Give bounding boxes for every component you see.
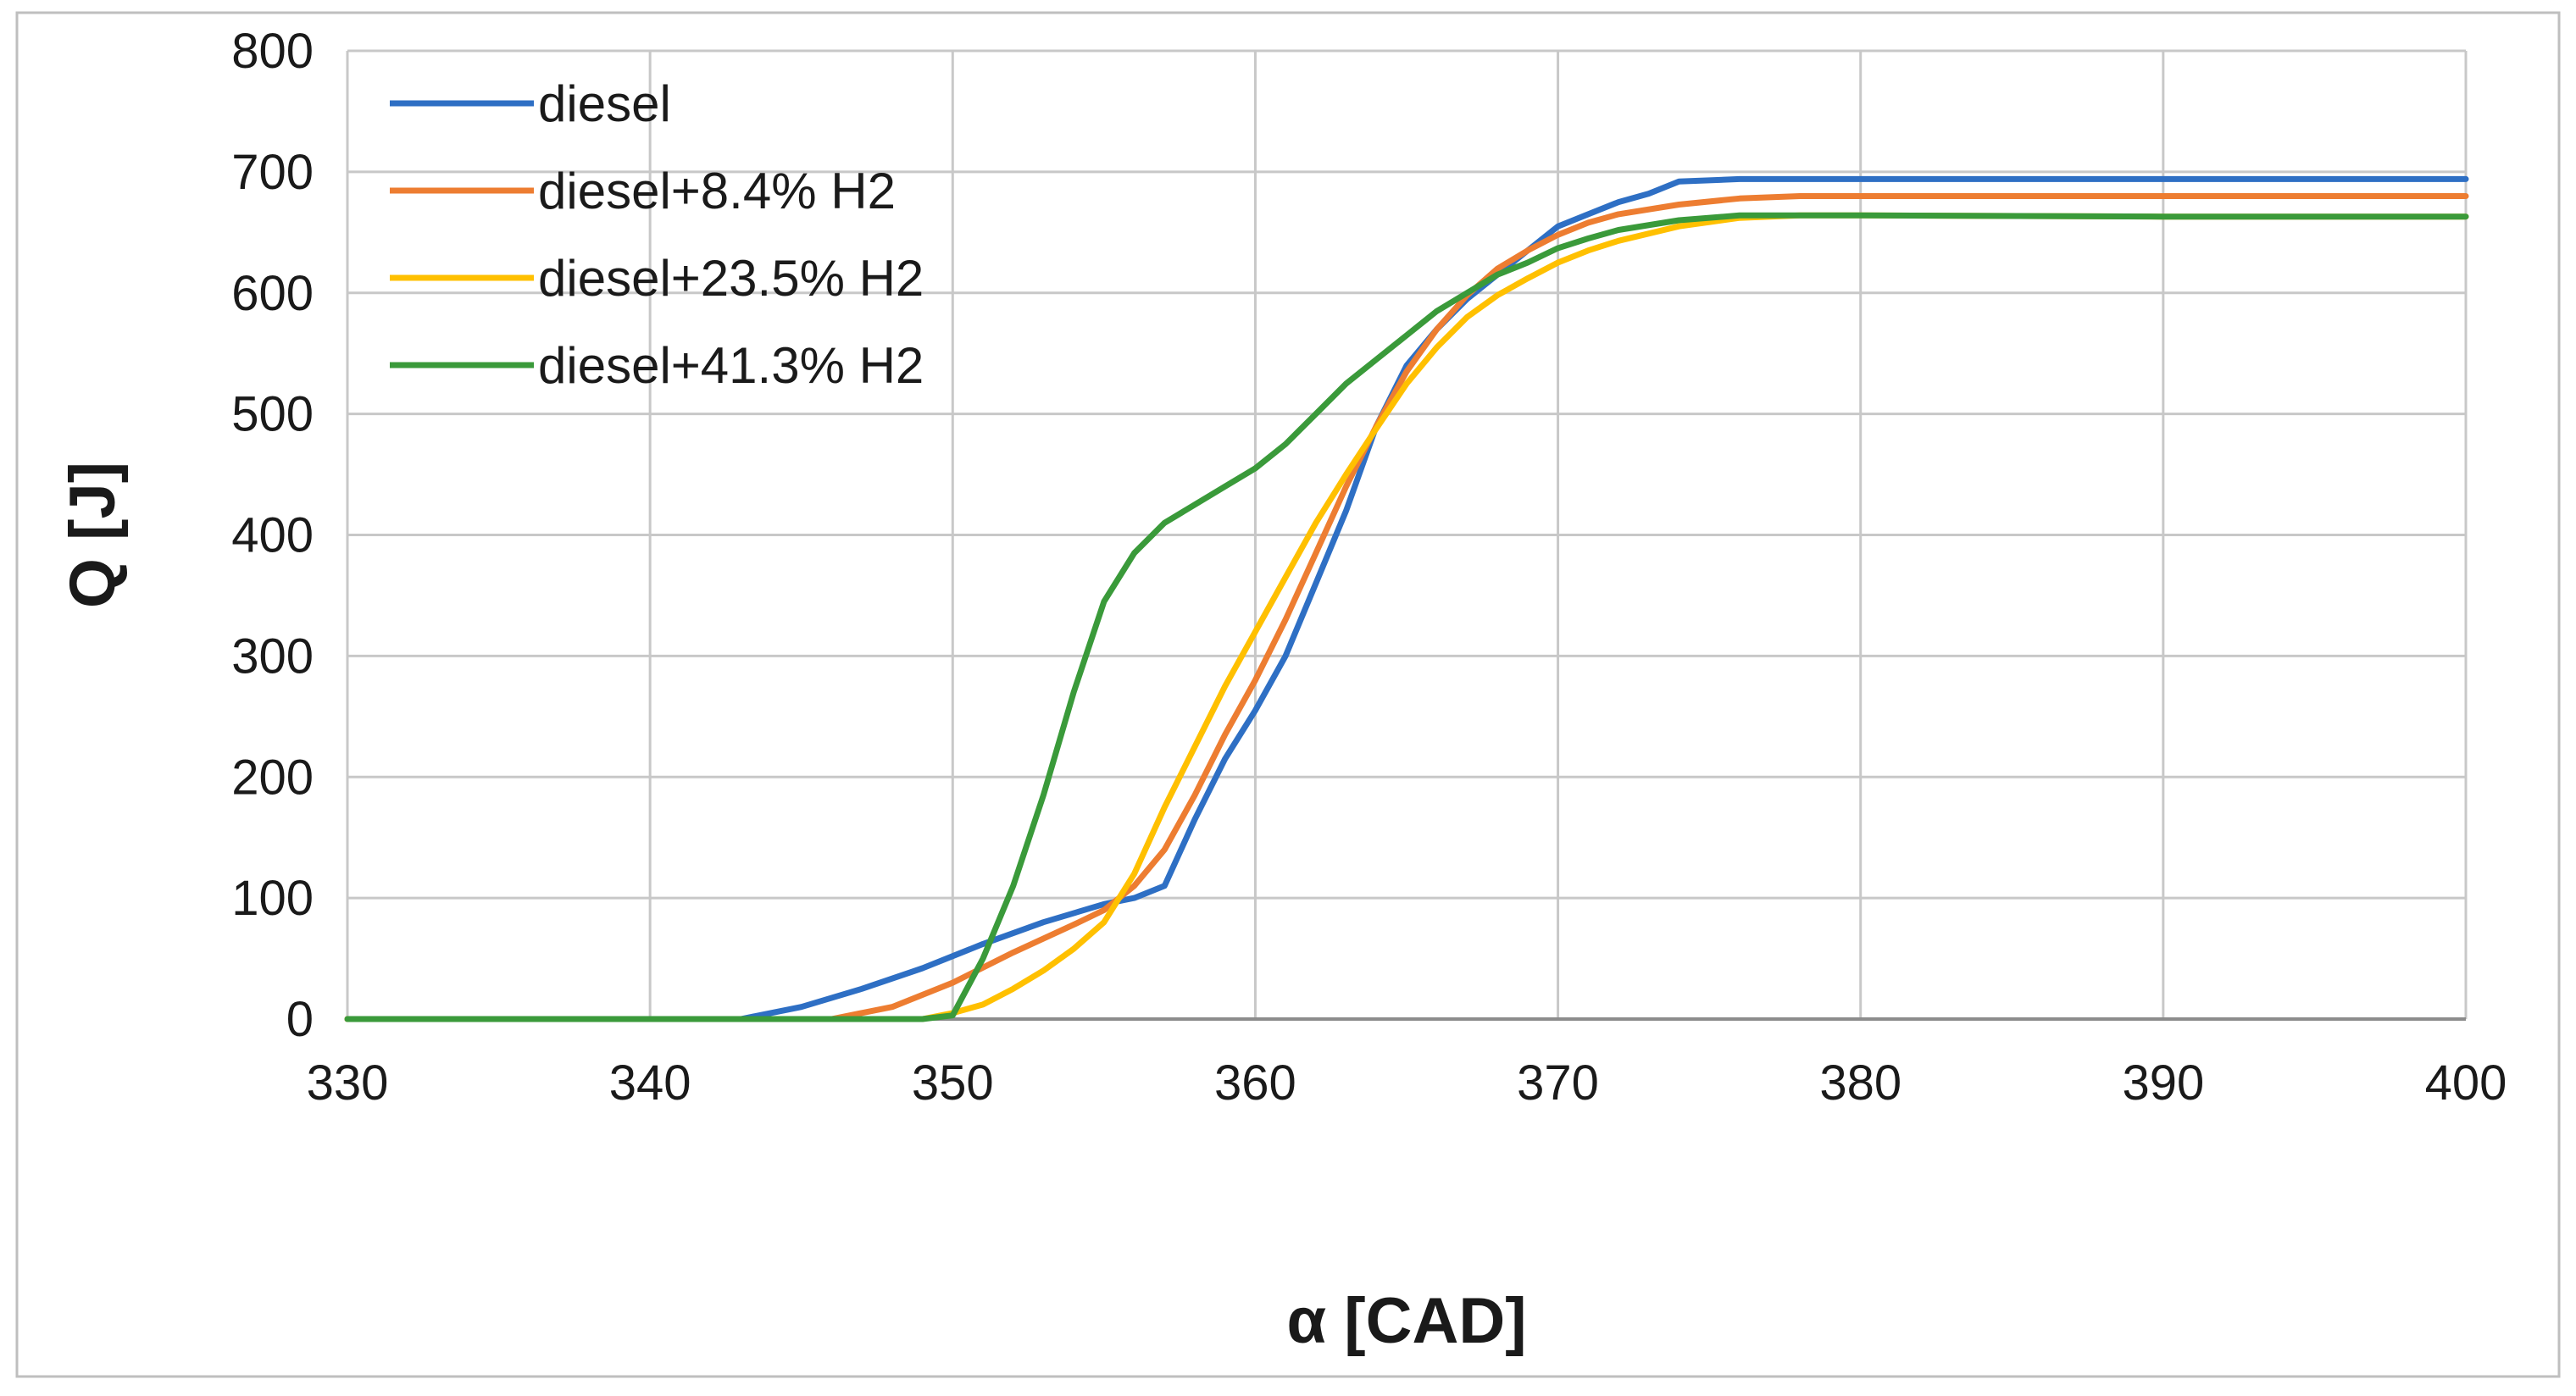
- series-line: [344, 175, 2469, 1022]
- x-axis-title: α [CAD]: [1286, 1285, 1526, 1357]
- y-tick-label: 100: [231, 871, 314, 926]
- tick-labels: 0 100 200 300 400 500 600 700 800 330 340 350 360 370…: [231, 24, 2507, 1111]
- y-axis-title: Q [J]: [57, 462, 129, 608]
- x-tick-label: 360: [1214, 1055, 1296, 1111]
- y-tick-label: 500: [231, 387, 314, 442]
- y-tick-label: 400: [231, 508, 314, 563]
- x-tick-label: 400: [2425, 1055, 2507, 1111]
- y-tick-label: 700: [231, 145, 314, 200]
- legend-label: diesel: [538, 75, 671, 132]
- series-line: [344, 212, 2469, 1022]
- x-tick-label: 370: [1517, 1055, 1599, 1111]
- legend: diesel diesel+8.4% H2 diesel+23.5% H2 diese…: [390, 75, 924, 394]
- x-tick-label: 350: [912, 1055, 994, 1111]
- y-tick-label: 300: [231, 629, 314, 684]
- x-tick-label: 330: [307, 1055, 389, 1111]
- chart-frame: [15, 11, 2561, 1378]
- legend-label: diesel+41.3% H2: [538, 337, 924, 394]
- series-lines: [344, 175, 2469, 1022]
- legend-label: diesel+8.4% H2: [538, 163, 896, 219]
- y-tick-label: 200: [231, 750, 314, 805]
- y-tick-label: 0: [286, 992, 314, 1047]
- x-tick-label: 380: [1819, 1055, 1901, 1111]
- y-tick-label: 800: [231, 24, 314, 79]
- y-tick-label: 600: [231, 266, 314, 321]
- series-line: [344, 212, 2469, 1022]
- x-tick-label: 390: [2122, 1055, 2204, 1111]
- legend-label: diesel+23.5% H2: [538, 250, 924, 307]
- x-tick-label: 340: [609, 1055, 691, 1111]
